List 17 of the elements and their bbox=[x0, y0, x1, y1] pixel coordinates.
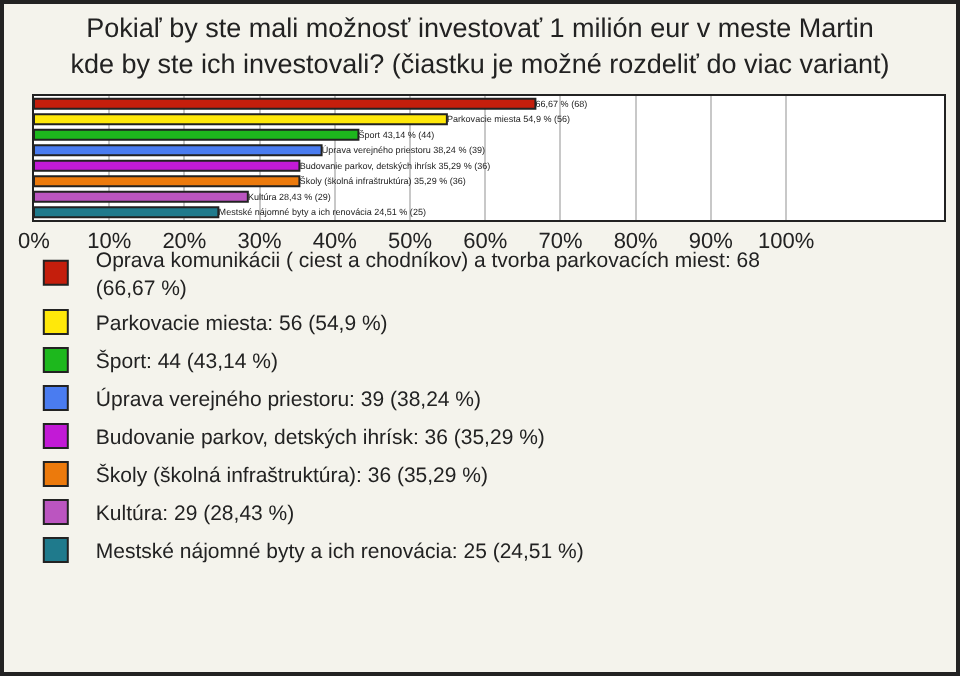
x-tick-label: 20% bbox=[162, 230, 207, 255]
legend-label: Oprava komunikácii ( ciest a chodníkov) a tvorba parkovacích miest: 68 (66,67 %) bbox=[95, 249, 761, 301]
x-tick-label: 60% bbox=[463, 230, 508, 255]
legend-label: Školy (školná infraštruktúra): 36 (35,29 %) bbox=[95, 462, 488, 489]
legend-label: Kultúra: 29 (28,43 %) bbox=[95, 502, 295, 527]
legend-label: Budovanie parkov, detských ihrísk: 36 (35,29 %) bbox=[95, 426, 545, 451]
x-tick-label: 100% bbox=[757, 230, 815, 255]
legend-label: Šport: 44 (43,14 %) bbox=[95, 348, 278, 375]
legend-label: Úprava verejného priestoru: 39 (38,24 %) bbox=[95, 386, 482, 413]
x-tick-label: 90% bbox=[688, 230, 734, 255]
x-tick-label: 70% bbox=[538, 230, 583, 255]
x-tick-label: 10% bbox=[87, 230, 132, 255]
chart-title: Pokiaľ by ste mali možnosť investovať 1 milión eur v meste Martin kde by ste ich investovali? (čiastku je možné rozdeliť do viac variant) bbox=[70, 13, 890, 79]
legend-label: Parkovacie miesta: 56 (54,9 %) bbox=[95, 312, 388, 337]
legend-label: Mestské nájomné byty a ich renovácia: 25 (24,51 %) bbox=[95, 540, 584, 565]
x-tick-label: 40% bbox=[312, 230, 358, 255]
x-tick-label: 0% bbox=[18, 230, 51, 255]
